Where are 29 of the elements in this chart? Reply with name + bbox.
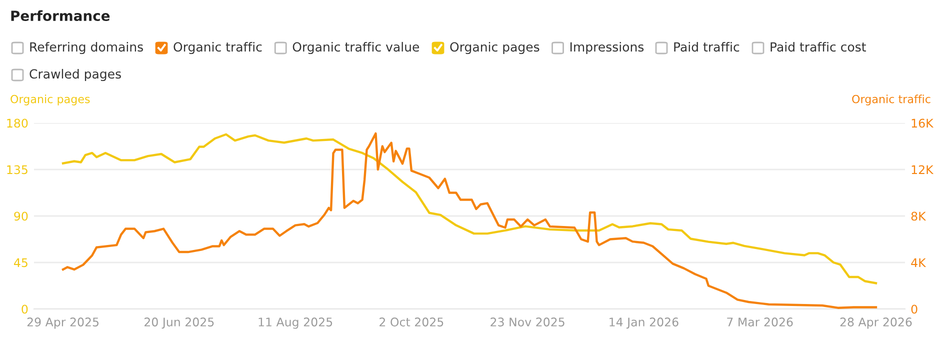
x-tick-label: 20 Jun 2025	[144, 318, 214, 329]
chart-title: Performance	[11, 10, 110, 22]
y-axis-title: Organic pages	[10, 94, 90, 106]
y2-tick-label: 16K	[912, 118, 934, 128]
y2-axis-title: Organic traffic	[852, 94, 930, 106]
x-tick-label: 7 Mar 2026	[727, 318, 793, 326]
text: Referring domains	[30, 42, 143, 54]
text: Paid traffic	[674, 42, 740, 52]
legend-label: Organic pages	[450, 42, 540, 54]
text: Organic traffic value	[292, 42, 420, 54]
text: Crawled pages	[30, 68, 121, 82]
y-tick-label: 0	[22, 304, 28, 314]
y2-tick-label: 8K	[911, 212, 926, 221]
y2-tick-label: 4K	[911, 258, 926, 267]
y2-tick-label: 12K	[912, 165, 934, 174]
legend-label: Organic traffic	[174, 42, 262, 54]
text: Impressions	[570, 42, 644, 54]
x-tick-label: 11 Aug 2025	[258, 318, 332, 329]
y2-tick-label: 0	[911, 304, 918, 314]
y-tick-label: 135	[7, 165, 28, 174]
x-tick-label: 2 Oct 2025	[380, 318, 444, 326]
x-tick-label: 23 Nov 2025	[490, 318, 564, 326]
y-tick-label: 90	[14, 212, 28, 221]
x-tick-label: 29 Apr 2025	[27, 318, 98, 329]
y-tick-label: 45	[14, 258, 28, 268]
x-tick-label: 28 Apr 2026	[840, 318, 912, 329]
y-tick-label: 180	[7, 118, 28, 128]
x-tick-label: 14 Jan 2026	[610, 318, 678, 329]
text: Paid traffic cost	[770, 42, 866, 52]
